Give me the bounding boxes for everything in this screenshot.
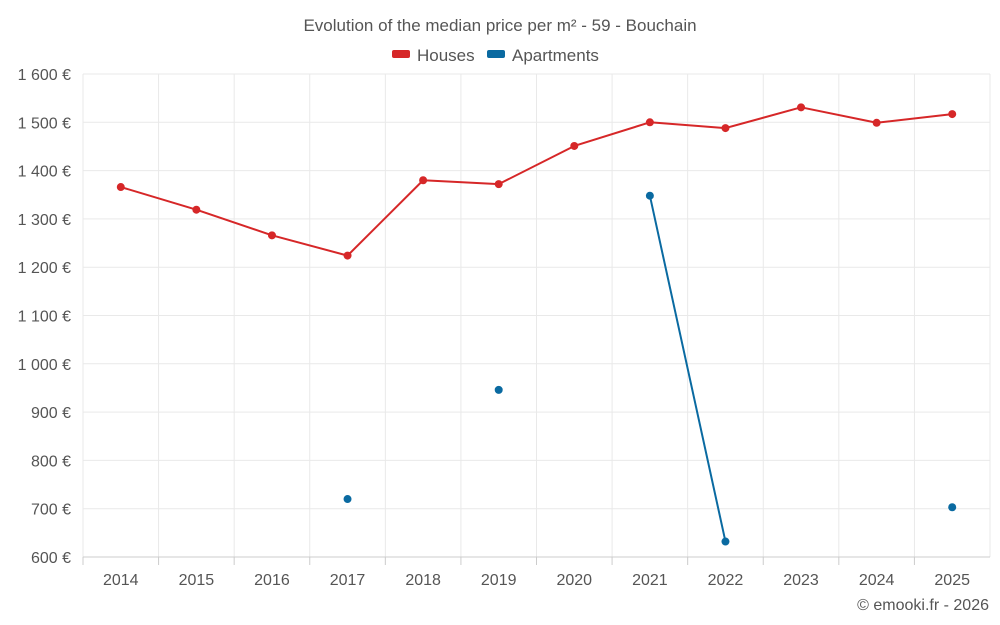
data-point-apartments[interactable]: [645, 191, 654, 200]
y-tick-label: 700 €: [31, 502, 71, 519]
x-tick-label: 2024: [859, 572, 895, 589]
y-tick-label: 1 500 €: [18, 115, 71, 132]
y-tick-label: 1 200 €: [18, 260, 71, 277]
y-tick-label: 1 600 €: [18, 67, 71, 84]
data-point-houses[interactable]: [343, 251, 352, 260]
x-tick-label: 2018: [405, 572, 441, 589]
data-point-houses[interactable]: [570, 141, 579, 150]
data-point-houses[interactable]: [267, 231, 276, 240]
data-point-apartments[interactable]: [721, 537, 730, 546]
data-point-houses[interactable]: [419, 176, 428, 185]
series-layer: [116, 103, 957, 546]
x-tick-label: 2019: [481, 572, 517, 589]
x-tick-label: 2017: [330, 572, 366, 589]
data-point-houses[interactable]: [116, 183, 125, 192]
x-axis-ticks: 2014 2015 2016 2017 2018 2019 2020 2021 2022 2023…: [82, 557, 970, 589]
series-line-houses: [800, 106, 878, 124]
data-point-houses[interactable]: [721, 124, 730, 133]
series-line-houses: [648, 121, 727, 130]
y-tick-label: 900 €: [31, 405, 71, 422]
y-axis-ticks: 600 € 700 € 800 € 900 € 1 000 € 1 100 € 1 200 …: [18, 67, 71, 567]
x-tick-label: 2016: [254, 572, 290, 589]
data-point-houses[interactable]: [192, 205, 201, 214]
legend-item-apartments[interactable]: Apartments: [487, 46, 599, 65]
series-line-houses: [875, 113, 954, 124]
chart-title: Evolution of the median price per m² - 5…: [303, 16, 696, 35]
legend-swatch-houses: [392, 50, 410, 58]
data-point-apartments[interactable]: [343, 495, 352, 504]
data-point-houses[interactable]: [797, 103, 806, 112]
data-point-apartments[interactable]: [494, 385, 503, 394]
legend-item-houses[interactable]: Houses: [392, 46, 475, 65]
data-point-houses[interactable]: [872, 118, 881, 127]
x-tick-label: 2021: [632, 572, 668, 589]
x-tick-label: 2025: [934, 572, 970, 589]
series-line-apartments: [648, 194, 727, 543]
y-tick-label: 1 300 €: [18, 212, 71, 229]
x-tick-label: 2015: [179, 572, 215, 589]
y-tick-label: 600 €: [31, 550, 71, 567]
series-line-houses: [573, 121, 651, 147]
y-tick-label: 800 €: [31, 453, 71, 470]
x-tick-label: 2022: [708, 572, 744, 589]
series-line-houses: [119, 186, 198, 211]
gridlines: [82, 73, 991, 558]
data-point-houses[interactable]: [494, 180, 503, 189]
y-tick-label: 1 400 €: [18, 164, 71, 181]
series-line-houses: [195, 208, 273, 237]
legend-label-apartments: Apartments: [512, 46, 599, 65]
x-tick-label: 2020: [556, 572, 592, 589]
series-line-houses: [270, 234, 349, 257]
x-tick-label: 2023: [783, 572, 819, 589]
series-line-houses: [422, 179, 500, 186]
x-tick-label: 2014: [103, 572, 139, 589]
y-tick-label: 1 000 €: [18, 357, 71, 374]
legend: Houses Apartments: [392, 46, 599, 65]
legend-swatch-apartments: [487, 50, 505, 58]
legend-label-houses: Houses: [417, 46, 475, 65]
data-point-houses[interactable]: [948, 110, 957, 119]
y-tick-label: 1 100 €: [18, 309, 71, 326]
credit-text: © emooki.fr - 2026: [857, 597, 989, 614]
data-point-apartments[interactable]: [948, 503, 957, 512]
series-line-houses: [497, 144, 576, 186]
data-point-houses[interactable]: [645, 118, 654, 127]
series-line-houses: [346, 179, 425, 257]
series-line-houses: [724, 106, 803, 130]
